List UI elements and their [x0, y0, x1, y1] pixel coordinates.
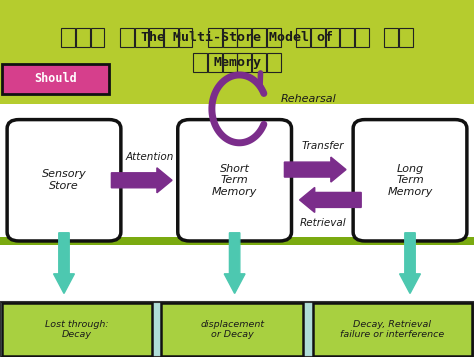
FancyArrow shape [224, 233, 245, 293]
Text: Long
Term
Memory: Long Term Memory [387, 164, 433, 197]
FancyBboxPatch shape [178, 120, 292, 241]
Text: Rehearsal: Rehearsal [281, 94, 337, 104]
FancyArrow shape [111, 168, 172, 193]
Text: displacement
or Decay: displacement or Decay [200, 320, 264, 339]
FancyArrow shape [300, 187, 361, 212]
Text: Attention: Attention [125, 152, 173, 162]
FancyBboxPatch shape [2, 64, 109, 94]
FancyBboxPatch shape [2, 303, 152, 356]
FancyArrow shape [284, 157, 346, 182]
FancyBboxPatch shape [161, 303, 303, 356]
FancyBboxPatch shape [313, 303, 472, 356]
Text: Short
Term
Memory: Short Term Memory [212, 164, 257, 197]
FancyBboxPatch shape [7, 120, 121, 241]
FancyBboxPatch shape [353, 120, 467, 241]
FancyBboxPatch shape [0, 104, 474, 302]
Text: Sensory
Store: Sensory Store [42, 170, 86, 191]
Text: Decay, Retrieval
failure or interference: Decay, Retrieval failure or interference [340, 320, 444, 339]
Text: Should: Should [34, 72, 77, 85]
Text: Retrieval: Retrieval [300, 218, 346, 228]
Text: The Multi-Store Model of: The Multi-Store Model of [141, 31, 333, 44]
Text: Lost through:
Decay: Lost through: Decay [45, 320, 109, 339]
FancyBboxPatch shape [0, 302, 474, 357]
FancyArrow shape [400, 233, 420, 293]
FancyBboxPatch shape [0, 0, 474, 118]
FancyArrow shape [54, 233, 74, 293]
FancyBboxPatch shape [0, 237, 474, 245]
Text: Memory: Memory [213, 56, 261, 69]
Text: Transfer: Transfer [301, 141, 344, 151]
